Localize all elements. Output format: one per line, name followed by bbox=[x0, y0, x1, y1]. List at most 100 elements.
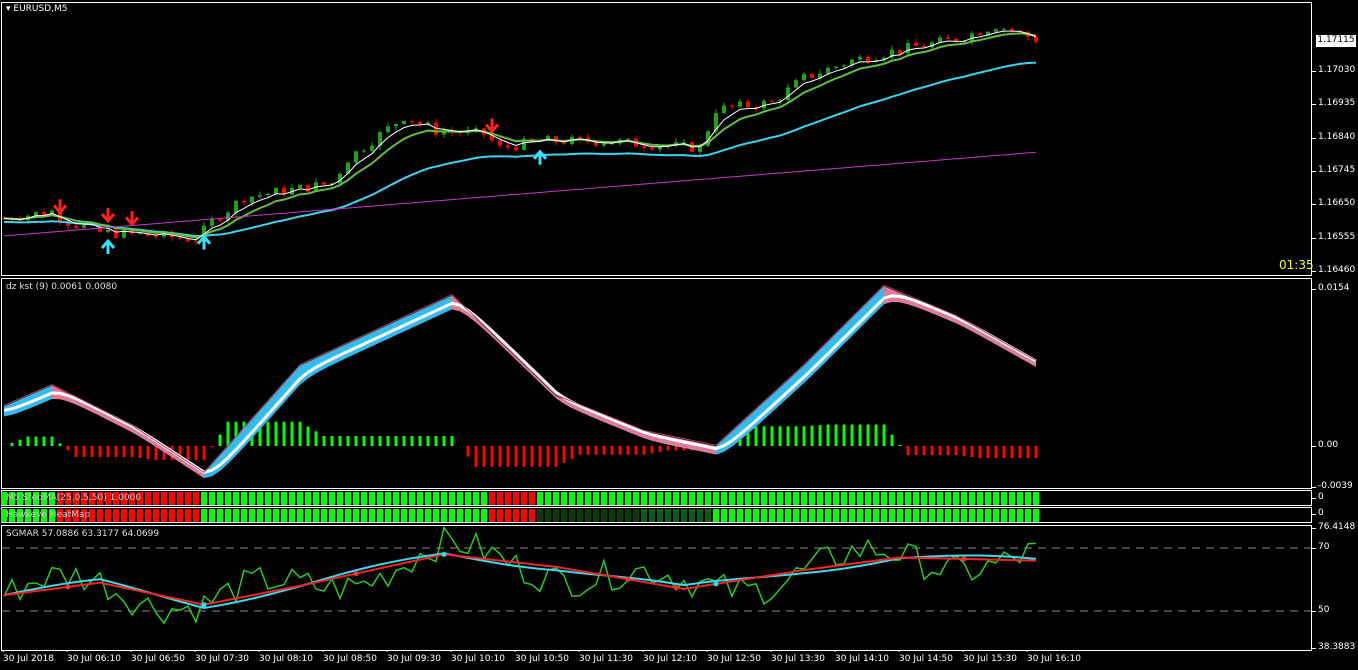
kst-band bbox=[164, 447, 172, 458]
stepma-cell bbox=[457, 492, 463, 505]
stepma-cell bbox=[89, 492, 95, 505]
candle-body bbox=[650, 147, 654, 150]
candle-body bbox=[298, 184, 302, 188]
candle-body bbox=[714, 113, 718, 132]
candle-body bbox=[610, 143, 614, 145]
axis-tick bbox=[1312, 170, 1316, 172]
kst-histogram-bar bbox=[306, 426, 310, 446]
kst-band bbox=[196, 468, 204, 479]
heatmap-cell bbox=[497, 509, 503, 522]
stepma-cell bbox=[281, 492, 287, 505]
stepma-cell bbox=[849, 492, 855, 505]
kst-band bbox=[300, 361, 308, 385]
kst-histogram-bar bbox=[378, 436, 382, 446]
symbol-label[interactable]: ▾ EURUSD,M5 bbox=[6, 4, 68, 14]
heatmap-cell bbox=[657, 509, 663, 522]
kst-band bbox=[732, 424, 740, 447]
candle-body bbox=[946, 37, 950, 39]
stepma-cell bbox=[225, 492, 231, 505]
sgmar-slow-line bbox=[3, 553, 1037, 606]
candle-body bbox=[418, 122, 422, 125]
kst-histogram-bar bbox=[330, 436, 334, 446]
heatmap-axis-label: 0 bbox=[1318, 508, 1324, 518]
heatmap-cell bbox=[177, 509, 183, 522]
stepma-cell bbox=[873, 492, 879, 505]
heatmap-cell bbox=[921, 509, 927, 522]
kst-histogram-bar bbox=[266, 421, 270, 446]
stepma-cell bbox=[977, 492, 983, 505]
stepma-cell bbox=[785, 492, 791, 505]
candle-body bbox=[954, 38, 958, 42]
heatmap-cell bbox=[769, 509, 775, 522]
candle-body bbox=[402, 120, 406, 124]
stepma-cell bbox=[57, 492, 63, 505]
time-axis-label: 30 Jul 15:30 bbox=[963, 654, 1017, 664]
candle-body bbox=[338, 173, 342, 184]
kst-histogram-bar bbox=[58, 443, 62, 446]
heatmap-cell bbox=[273, 509, 279, 522]
stepma-cell bbox=[153, 492, 159, 505]
stepma-cell bbox=[369, 492, 375, 505]
heatmap-cell bbox=[161, 509, 167, 522]
candle-body bbox=[138, 233, 142, 235]
candle-body bbox=[994, 29, 998, 32]
kst-histogram-bar bbox=[626, 446, 630, 455]
kst-band bbox=[492, 334, 500, 345]
stepma-cell bbox=[81, 492, 87, 505]
heatmap-cell bbox=[761, 509, 767, 522]
heatmap-cell bbox=[113, 509, 119, 522]
candle-body bbox=[354, 151, 358, 163]
kst-band bbox=[1012, 348, 1020, 359]
candle-body bbox=[906, 43, 910, 54]
stepma-cell bbox=[673, 492, 679, 505]
heatmap-cell bbox=[865, 509, 871, 522]
kst-histogram-bar bbox=[650, 446, 654, 454]
stepma-cell bbox=[1025, 492, 1031, 505]
heatmap-cell bbox=[9, 509, 15, 522]
stepma-cell bbox=[721, 492, 727, 505]
chart-canvas[interactable] bbox=[0, 0, 1312, 652]
candle-body bbox=[50, 210, 54, 216]
kst-histogram-bar bbox=[114, 446, 118, 458]
stepma-cell bbox=[761, 492, 767, 505]
sgmar-panel[interactable] bbox=[1, 525, 1312, 651]
stepma-cell bbox=[361, 492, 367, 505]
kst-band bbox=[996, 339, 1004, 350]
heatmap-cell bbox=[1009, 509, 1015, 522]
candle-body bbox=[394, 123, 398, 127]
stepma-cell bbox=[705, 492, 711, 505]
time-axis-label: 30 Jul 14:10 bbox=[835, 654, 889, 664]
stepma-cell bbox=[937, 492, 943, 505]
kst-histogram-bar bbox=[594, 446, 598, 455]
candle-body bbox=[826, 67, 830, 74]
kst-histogram-bar bbox=[938, 446, 942, 456]
kst-histogram-bar bbox=[586, 446, 590, 455]
main-chart-panel[interactable] bbox=[1, 2, 1312, 276]
candle-body bbox=[146, 233, 150, 236]
kst-histogram-bar bbox=[18, 439, 22, 446]
fast-ma-line bbox=[3, 30, 1037, 241]
time-axis-label: 30 Jul 06:50 bbox=[131, 654, 185, 664]
candle-body bbox=[218, 219, 222, 221]
kst-histogram-bar bbox=[746, 426, 750, 446]
heatmap-cell bbox=[721, 509, 727, 522]
candle-body bbox=[210, 219, 214, 226]
candle-body bbox=[626, 138, 630, 140]
kst-panel[interactable] bbox=[1, 278, 1312, 489]
kst-histogram-bar bbox=[322, 436, 326, 446]
heatmap-cell bbox=[553, 509, 559, 522]
stepma-cell bbox=[657, 492, 663, 505]
heatmap-cell bbox=[873, 509, 879, 522]
stepma-cell bbox=[425, 492, 431, 505]
sgmar-cross-dot bbox=[201, 602, 207, 608]
kst-histogram-bar bbox=[354, 436, 358, 446]
kst-band bbox=[548, 388, 556, 399]
heatmap-cell bbox=[145, 509, 151, 522]
kst-histogram-bar bbox=[666, 446, 670, 451]
heatmap-cell bbox=[593, 509, 599, 522]
kst-histogram-bar bbox=[498, 446, 502, 467]
candle-body bbox=[602, 143, 606, 146]
heatmap-cell bbox=[1033, 509, 1039, 522]
kst-histogram-bar bbox=[858, 424, 862, 446]
sgmar-axis-label: 38.3883 bbox=[1318, 641, 1356, 652]
